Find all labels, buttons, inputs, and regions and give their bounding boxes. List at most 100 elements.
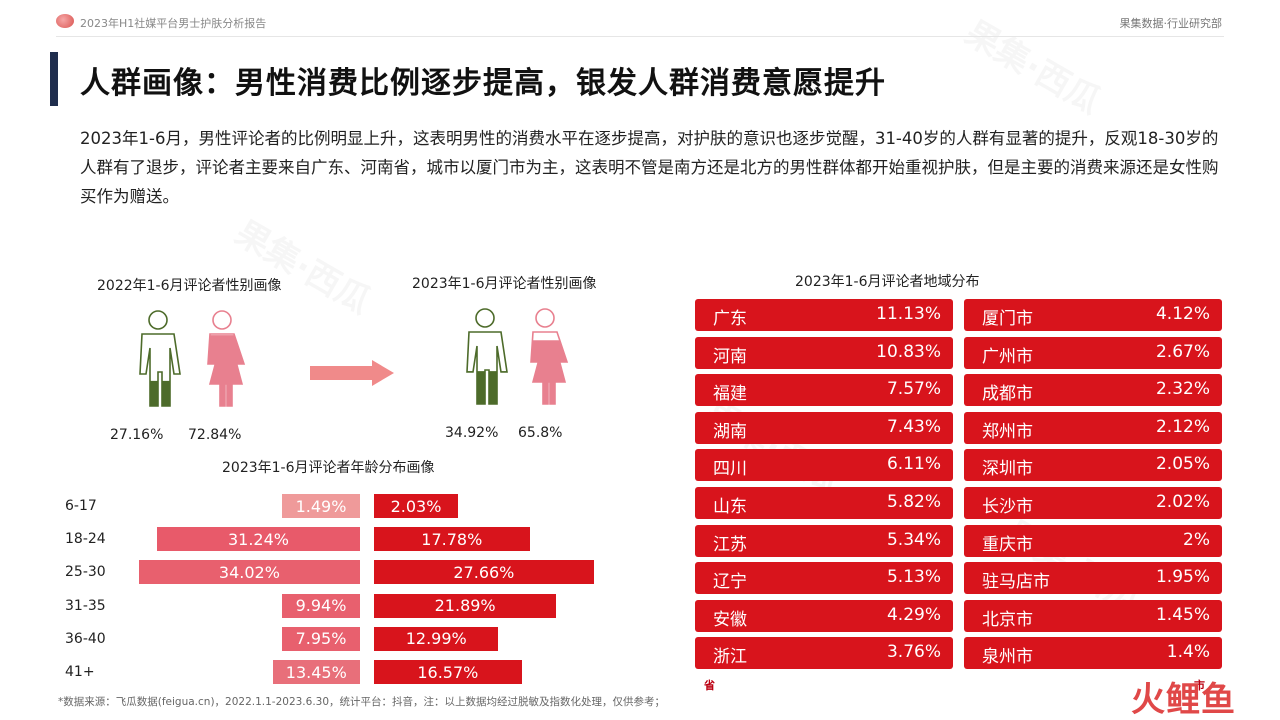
region-value: 11.13% (876, 304, 941, 324)
region-name: 重庆市 (982, 534, 1033, 555)
page-title: 人群画像：男性消费比例逐步提高，银发人群消费意愿提升 (80, 66, 886, 101)
province-row: 安徽 4.29% (695, 599, 953, 632)
region-name: 厦门市 (982, 309, 1033, 329)
province-axis-label: 省 (704, 679, 715, 692)
region-value: 7.43% (886, 416, 941, 437)
age-bar-left: 1.49% (282, 494, 360, 518)
age-bar-left: 13.45% (272, 660, 360, 684)
city-row: 厦门市 4.12% (964, 299, 1222, 331)
region-value: 1.45% (1155, 604, 1210, 625)
city-row: 长沙市 2.02% (964, 487, 1222, 519)
region-value: 2.67% (1155, 341, 1210, 362)
city-row: 北京市 1.45% (964, 599, 1222, 632)
province-row: 山东 5.82% (695, 487, 953, 519)
region-name: 深圳市 (982, 459, 1033, 480)
age-bar-right: 27.66% (374, 560, 594, 585)
age-bar-right: 17.78% (374, 527, 530, 552)
province-row: 辽宁 5.13% (695, 562, 953, 595)
region-value: 4.29% (886, 604, 941, 625)
watermark: 果集·西瓜 (228, 206, 381, 323)
region-value: 7.57% (886, 379, 941, 400)
region-value: 2.12% (1155, 416, 1210, 437)
city-row: 广州市 2.67% (964, 336, 1222, 369)
male-figure-2023-icon (466, 308, 508, 405)
region-name: 泉州市 (982, 647, 1033, 668)
header-divider (56, 36, 1224, 37)
brand-part1: 火 (1131, 680, 1166, 720)
title-accent-bar (50, 52, 58, 106)
region-name: 广州市 (982, 346, 1033, 367)
region-name: 成都市 (982, 384, 1033, 405)
province-row: 湖南 7.43% (695, 411, 953, 444)
female-pct-2022: 72.84% (188, 427, 242, 443)
region-name: 驻马店市 (982, 572, 1050, 593)
region-value: 4.12% (1155, 304, 1210, 324)
region-name: 北京市 (982, 609, 1033, 630)
region-name: 四川 (713, 459, 747, 480)
male-pct-2022: 27.16% (110, 427, 164, 443)
brand-part2: 鲤鱼 (1166, 680, 1236, 720)
gender-2023-title: 2023年1-6月评论者性别画像 (412, 276, 597, 292)
city-row: 郑州市 2.12% (964, 411, 1222, 444)
city-axis-label: 市 (1194, 679, 1205, 692)
region-value: 1.95% (1155, 567, 1210, 588)
department-label: 果集数据·行业研究部 (1119, 17, 1223, 30)
male-figure-2022-icon (139, 310, 181, 407)
region-name: 河南 (713, 346, 747, 367)
arrow-right-icon (310, 360, 394, 386)
brand-logo: 火鲤鱼 (1131, 672, 1236, 720)
age-row-label: 36-40 (65, 630, 106, 647)
region-value: 5.34% (886, 529, 941, 550)
age-row-label: 25-30 (65, 564, 106, 581)
age-row-label: 31-35 (65, 597, 106, 614)
city-row: 深圳市 2.05% (964, 449, 1222, 482)
top-header: 2023年H1社媒平台男士护肤分析报告 果集数据·行业研究部 (0, 0, 1280, 44)
region-value: 2.02% (1155, 492, 1210, 512)
female-pct-2023: 65.8% (518, 425, 563, 441)
region-value: 6.11% (886, 454, 941, 475)
age-bar-left: 7.95% (282, 626, 360, 651)
age-bar-right: 2.03% (374, 494, 458, 518)
province-row: 河南 10.83% (695, 336, 953, 369)
region-value: 5.13% (886, 567, 941, 588)
region-value: 10.83% (876, 341, 941, 362)
region-value: 5.82% (886, 492, 941, 512)
age-bar-right: 21.89% (374, 593, 557, 618)
region-value: 2.05% (1155, 454, 1210, 475)
region-value: 2% (1183, 529, 1210, 550)
age-bar-left: 9.94% (282, 593, 360, 618)
age-row-label: 41+ (65, 664, 95, 680)
age-chart-title: 2023年1-6月评论者年龄分布画像 (222, 460, 435, 476)
city-row: 驻马店市 1.95% (964, 562, 1222, 595)
female-figure-2023-icon (530, 308, 569, 405)
region-name: 长沙市 (982, 497, 1033, 517)
report-logo-icon (56, 14, 74, 28)
city-row: 泉州市 1.4% (964, 637, 1222, 670)
age-row-label: 18-24 (65, 531, 106, 548)
region-name: 湖南 (713, 421, 747, 442)
region-value: 3.76% (886, 642, 941, 663)
region-name: 浙江 (713, 647, 747, 668)
data-source-footnote: *数据来源：飞瓜数据(feigua.cn)，2022.1.1-2023.6.30… (58, 696, 666, 708)
region-name: 山东 (713, 497, 747, 517)
province-row: 广东 11.13% (695, 299, 953, 331)
region-title: 2023年1-6月评论者地域分布 (795, 274, 980, 290)
region-name: 福建 (713, 384, 747, 405)
age-bar-left: 34.02% (138, 560, 360, 585)
region-name: 广东 (713, 309, 747, 329)
province-row: 四川 6.11% (695, 449, 953, 482)
region-value: 1.4% (1166, 642, 1210, 663)
city-row: 成都市 2.32% (964, 374, 1222, 407)
province-row: 江苏 5.34% (695, 524, 953, 557)
age-bar-left: 31.24% (156, 527, 360, 552)
male-pct-2023: 34.92% (445, 425, 499, 441)
gender-2022-title: 2022年1-6月评论者性别画像 (97, 278, 282, 294)
age-bar-right: 12.99% (374, 626, 499, 651)
female-figure-2022-icon (207, 310, 246, 407)
report-name: 2023年H1社媒平台男士护肤分析报告 (80, 17, 267, 30)
region-name: 辽宁 (713, 572, 747, 593)
province-row: 福建 7.57% (695, 374, 953, 407)
description-paragraph: 2023年1-6月，男性评论者的比例明显上升，这表明男性的消费水平在逐步提高，对… (80, 129, 1219, 206)
region-name: 江苏 (713, 534, 747, 555)
age-row-label: 6-17 (65, 498, 97, 514)
